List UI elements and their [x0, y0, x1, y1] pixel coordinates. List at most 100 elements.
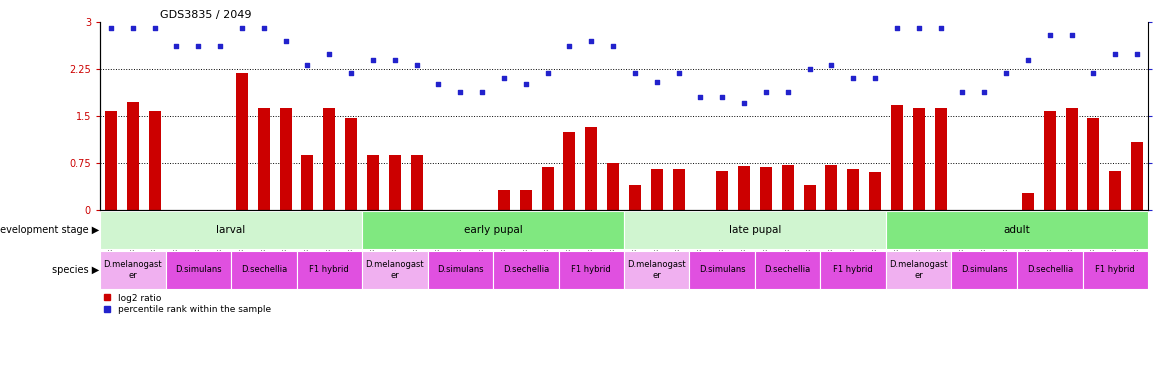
Text: F1 hybrid: F1 hybrid [1095, 265, 1135, 275]
Point [560, 43, 579, 50]
Text: F1 hybrid: F1 hybrid [309, 265, 349, 275]
Text: D.sechellia: D.sechellia [1027, 265, 1072, 275]
Point [1062, 32, 1080, 38]
Bar [258, 108, 270, 210]
Text: GDS3835 / 2049: GDS3835 / 2049 [160, 10, 251, 20]
FancyBboxPatch shape [166, 251, 230, 289]
Point [975, 88, 994, 94]
Point [822, 62, 841, 68]
Point [167, 43, 185, 50]
Point [430, 81, 448, 87]
Text: F1 hybrid: F1 hybrid [834, 265, 873, 275]
Point [320, 51, 338, 57]
Point [866, 75, 885, 81]
FancyBboxPatch shape [624, 251, 689, 289]
Point [582, 38, 601, 44]
Point [386, 56, 404, 63]
Point [538, 70, 557, 76]
Bar [389, 156, 401, 210]
Bar [1109, 171, 1121, 210]
FancyBboxPatch shape [689, 251, 755, 289]
Point [1106, 51, 1124, 57]
FancyBboxPatch shape [952, 251, 1017, 289]
Bar [1043, 111, 1056, 210]
Text: development stage ▶: development stage ▶ [0, 225, 98, 235]
Text: D.sechellia: D.sechellia [503, 265, 549, 275]
Point [472, 88, 491, 94]
Point [516, 81, 535, 87]
FancyBboxPatch shape [427, 251, 493, 289]
FancyBboxPatch shape [296, 251, 362, 289]
FancyBboxPatch shape [558, 251, 624, 289]
Point [844, 75, 863, 81]
Text: F1 hybrid: F1 hybrid [571, 265, 611, 275]
Text: D.simulans: D.simulans [961, 265, 1007, 275]
Legend: log2 ratio, percentile rank within the sample: log2 ratio, percentile rank within the s… [100, 290, 274, 318]
Bar [1087, 118, 1099, 210]
FancyBboxPatch shape [1017, 251, 1083, 289]
Bar [935, 109, 946, 210]
Point [888, 25, 907, 31]
Text: D.simulans: D.simulans [437, 265, 484, 275]
Point [800, 66, 819, 72]
Point [102, 25, 120, 31]
Point [277, 38, 295, 44]
Bar [804, 185, 815, 210]
Point [211, 43, 229, 50]
Bar [760, 167, 772, 210]
Text: species ▶: species ▶ [52, 265, 98, 275]
Bar [782, 165, 793, 210]
Bar [542, 167, 554, 210]
Bar [585, 127, 598, 210]
Bar [891, 105, 903, 210]
Point [669, 70, 688, 76]
Point [931, 25, 950, 31]
FancyBboxPatch shape [100, 251, 166, 289]
Point [713, 94, 732, 100]
Bar [826, 165, 837, 210]
Point [756, 88, 775, 94]
Point [494, 75, 513, 81]
Bar [411, 156, 423, 210]
Point [233, 25, 251, 31]
Point [909, 25, 928, 31]
Bar [564, 132, 576, 210]
Text: late pupal: late pupal [728, 225, 782, 235]
Point [364, 56, 382, 63]
Bar [126, 102, 139, 210]
FancyBboxPatch shape [362, 251, 427, 289]
Point [145, 25, 163, 31]
Point [735, 100, 754, 106]
Point [691, 94, 710, 100]
FancyBboxPatch shape [624, 211, 886, 249]
Bar [498, 190, 510, 210]
Bar [367, 156, 379, 210]
FancyBboxPatch shape [493, 251, 558, 289]
Bar [673, 169, 684, 210]
Bar [520, 190, 532, 210]
Point [450, 88, 469, 94]
Point [1128, 51, 1146, 57]
Text: D.simulans: D.simulans [699, 265, 746, 275]
Bar [1021, 193, 1034, 210]
Bar [148, 111, 161, 210]
Text: D.melanogast
er: D.melanogast er [628, 260, 686, 280]
Text: D.sechellia: D.sechellia [764, 265, 811, 275]
Text: D.melanogast
er: D.melanogast er [366, 260, 424, 280]
FancyBboxPatch shape [886, 211, 1148, 249]
Bar [279, 109, 292, 210]
Bar [629, 185, 640, 210]
Bar [717, 171, 728, 210]
Point [1019, 56, 1038, 63]
Bar [345, 118, 357, 210]
Text: adult: adult [1004, 225, 1031, 235]
Point [255, 25, 273, 31]
Point [953, 88, 972, 94]
FancyBboxPatch shape [886, 251, 952, 289]
Point [625, 70, 644, 76]
Bar [848, 169, 859, 210]
Point [603, 43, 622, 50]
Point [1084, 70, 1102, 76]
FancyBboxPatch shape [755, 251, 821, 289]
Point [997, 70, 1016, 76]
